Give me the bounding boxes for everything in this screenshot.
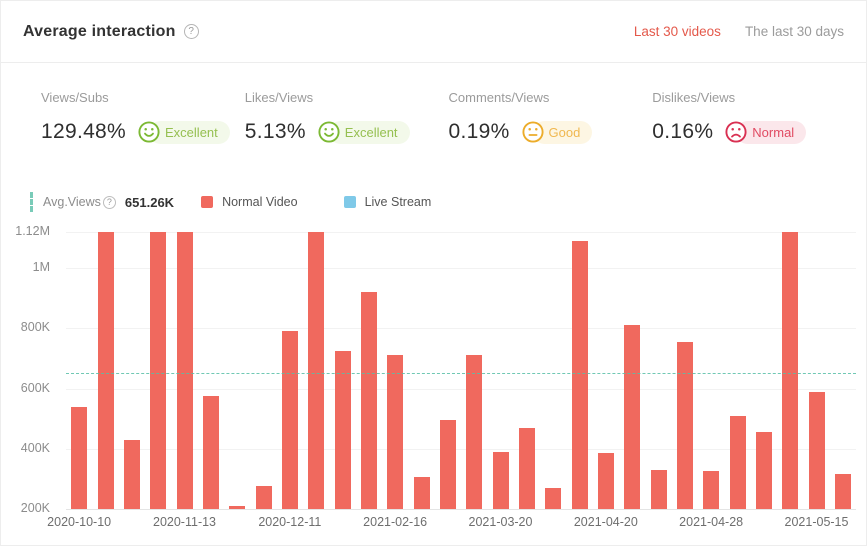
- bar-30[interactable]: [834, 474, 851, 509]
- legend-label: Live Stream: [364, 195, 432, 209]
- x-axis-label: 2020-10-10: [47, 515, 112, 529]
- bar-26[interactable]: [729, 415, 746, 509]
- chart-plot: [66, 232, 856, 510]
- metric-value: 5.13%: [244, 120, 306, 143]
- gridline: [66, 509, 856, 510]
- rating-badge-excellent: Excellent: [138, 120, 230, 144]
- x-axis-label: 2021-02-16: [363, 515, 428, 529]
- metric-label: Views/Subs: [41, 90, 109, 105]
- legend-item-live-stream[interactable]: Live Stream: [343, 195, 432, 209]
- page-title: Average interaction: [23, 22, 176, 40]
- bar-2[interactable]: [97, 232, 114, 509]
- bar-12[interactable]: [360, 292, 377, 509]
- bar-11[interactable]: [334, 350, 351, 509]
- y-axis-label: 1.12M: [15, 224, 50, 238]
- metric-dislikes-views: Dislikes/Views 0.16% Normal: [652, 90, 856, 144]
- legend-swatch-icon: [343, 196, 356, 208]
- x-axis-label: 2020-11-13: [152, 515, 217, 529]
- bar-25[interactable]: [703, 471, 720, 509]
- avg-views-value: 651.26K: [124, 194, 175, 210]
- range-tabs: Last 30 videos The last 30 days: [634, 24, 844, 39]
- metrics-row: Views/Subs 129.48% Excellent Likes/Views 5.1…: [41, 90, 856, 144]
- bar-29[interactable]: [808, 391, 825, 509]
- bar-15[interactable]: [439, 420, 456, 509]
- bar-6[interactable]: [202, 396, 219, 509]
- y-axis-label: 600K: [20, 380, 50, 395]
- gridline: [66, 328, 856, 330]
- gridline: [66, 232, 856, 233]
- bar-8[interactable]: [255, 486, 272, 509]
- metric-likes-views: Likes/Views 5.13% Excellent: [245, 90, 449, 144]
- average-views-line: [66, 373, 856, 375]
- badge-label: Normal: [736, 120, 807, 144]
- metric-label: Likes/Views: [244, 90, 314, 105]
- bar-24[interactable]: [676, 341, 693, 509]
- gridline: [66, 388, 856, 390]
- bar-5[interactable]: [176, 232, 193, 509]
- bar-7[interactable]: [229, 506, 246, 509]
- metric-value: 129.48%: [41, 120, 127, 143]
- legend-item-normal-video[interactable]: Normal Video: [201, 195, 298, 209]
- happy-face-icon: [318, 121, 340, 143]
- avg-views-label: Avg.Views: [43, 195, 101, 209]
- x-axis-label: 2021-04-20: [573, 515, 638, 529]
- metric-value: 0.19%: [448, 120, 510, 143]
- badge-label: Good: [532, 120, 593, 144]
- legend-label: Normal Video: [222, 195, 298, 209]
- metric-views-subs: Views/Subs 129.48% Excellent: [41, 90, 245, 144]
- x-axis-label: 2021-04-28: [679, 515, 744, 529]
- bar-16[interactable]: [466, 355, 483, 509]
- tab-last-30-videos[interactable]: Last 30 videos: [633, 24, 721, 39]
- bar-4[interactable]: [150, 232, 167, 509]
- help-icon[interactable]: ?: [183, 24, 199, 39]
- y-axis-label: 200K: [20, 501, 50, 515]
- y-axis-label: 400K: [20, 440, 50, 455]
- gridline: [66, 268, 856, 270]
- x-axis-label: 2021-05-15: [784, 515, 849, 529]
- bar-3[interactable]: [123, 439, 140, 509]
- badge-label: Excellent: [328, 120, 410, 144]
- x-axis-label: 2020-12-11: [258, 515, 322, 529]
- sad-face-icon: [725, 121, 747, 143]
- y-axis-label: 1M: [32, 260, 50, 275]
- bar-23[interactable]: [650, 469, 667, 509]
- bar-14[interactable]: [413, 477, 430, 509]
- bar-27[interactable]: [755, 432, 772, 509]
- bar-28[interactable]: [782, 232, 799, 509]
- bar-19[interactable]: [545, 487, 562, 509]
- happy-face-icon: [138, 121, 160, 143]
- tab-last-30-days[interactable]: The last 30 days: [744, 24, 844, 39]
- rating-badge-excellent: Excellent: [318, 120, 410, 144]
- avg-line-legend-marker: [30, 192, 33, 212]
- metric-label: Dislikes/Views: [652, 90, 736, 105]
- bar-17[interactable]: [492, 451, 509, 509]
- rating-badge-normal: Normal: [725, 120, 807, 144]
- x-axis-label: 2021-03-20: [468, 515, 533, 529]
- neutral-face-icon: [521, 121, 544, 143]
- y-axis-label: 800K: [20, 320, 50, 335]
- gridline: [66, 448, 856, 450]
- bar-18[interactable]: [518, 427, 535, 509]
- chart-legend: Avg.Views ? 651.26K Normal Video Live Str…: [30, 191, 431, 213]
- bar-9[interactable]: [281, 331, 298, 509]
- avg-views-help-icon[interactable]: ?: [102, 195, 116, 209]
- metric-comments-views: Comments/Views 0.19% Good: [449, 90, 653, 144]
- bar-21[interactable]: [597, 453, 614, 509]
- bar-1[interactable]: [71, 406, 88, 509]
- bar-10[interactable]: [308, 232, 325, 509]
- metric-value: 0.16%: [652, 120, 714, 143]
- metric-label: Comments/Views: [448, 90, 550, 105]
- bar-chart: 1.12M 1M 800K 600K 400K 200K 2020-10-10 2020-11…: [1, 224, 866, 538]
- card-header: Average interaction ? Last 30 videos The…: [1, 1, 866, 63]
- legend-swatch-icon: [201, 196, 214, 208]
- bar-20[interactable]: [571, 241, 588, 509]
- rating-badge-good: Good: [521, 120, 593, 144]
- bar-13[interactable]: [387, 355, 404, 509]
- bar-22[interactable]: [624, 325, 641, 509]
- badge-label: Excellent: [149, 120, 230, 144]
